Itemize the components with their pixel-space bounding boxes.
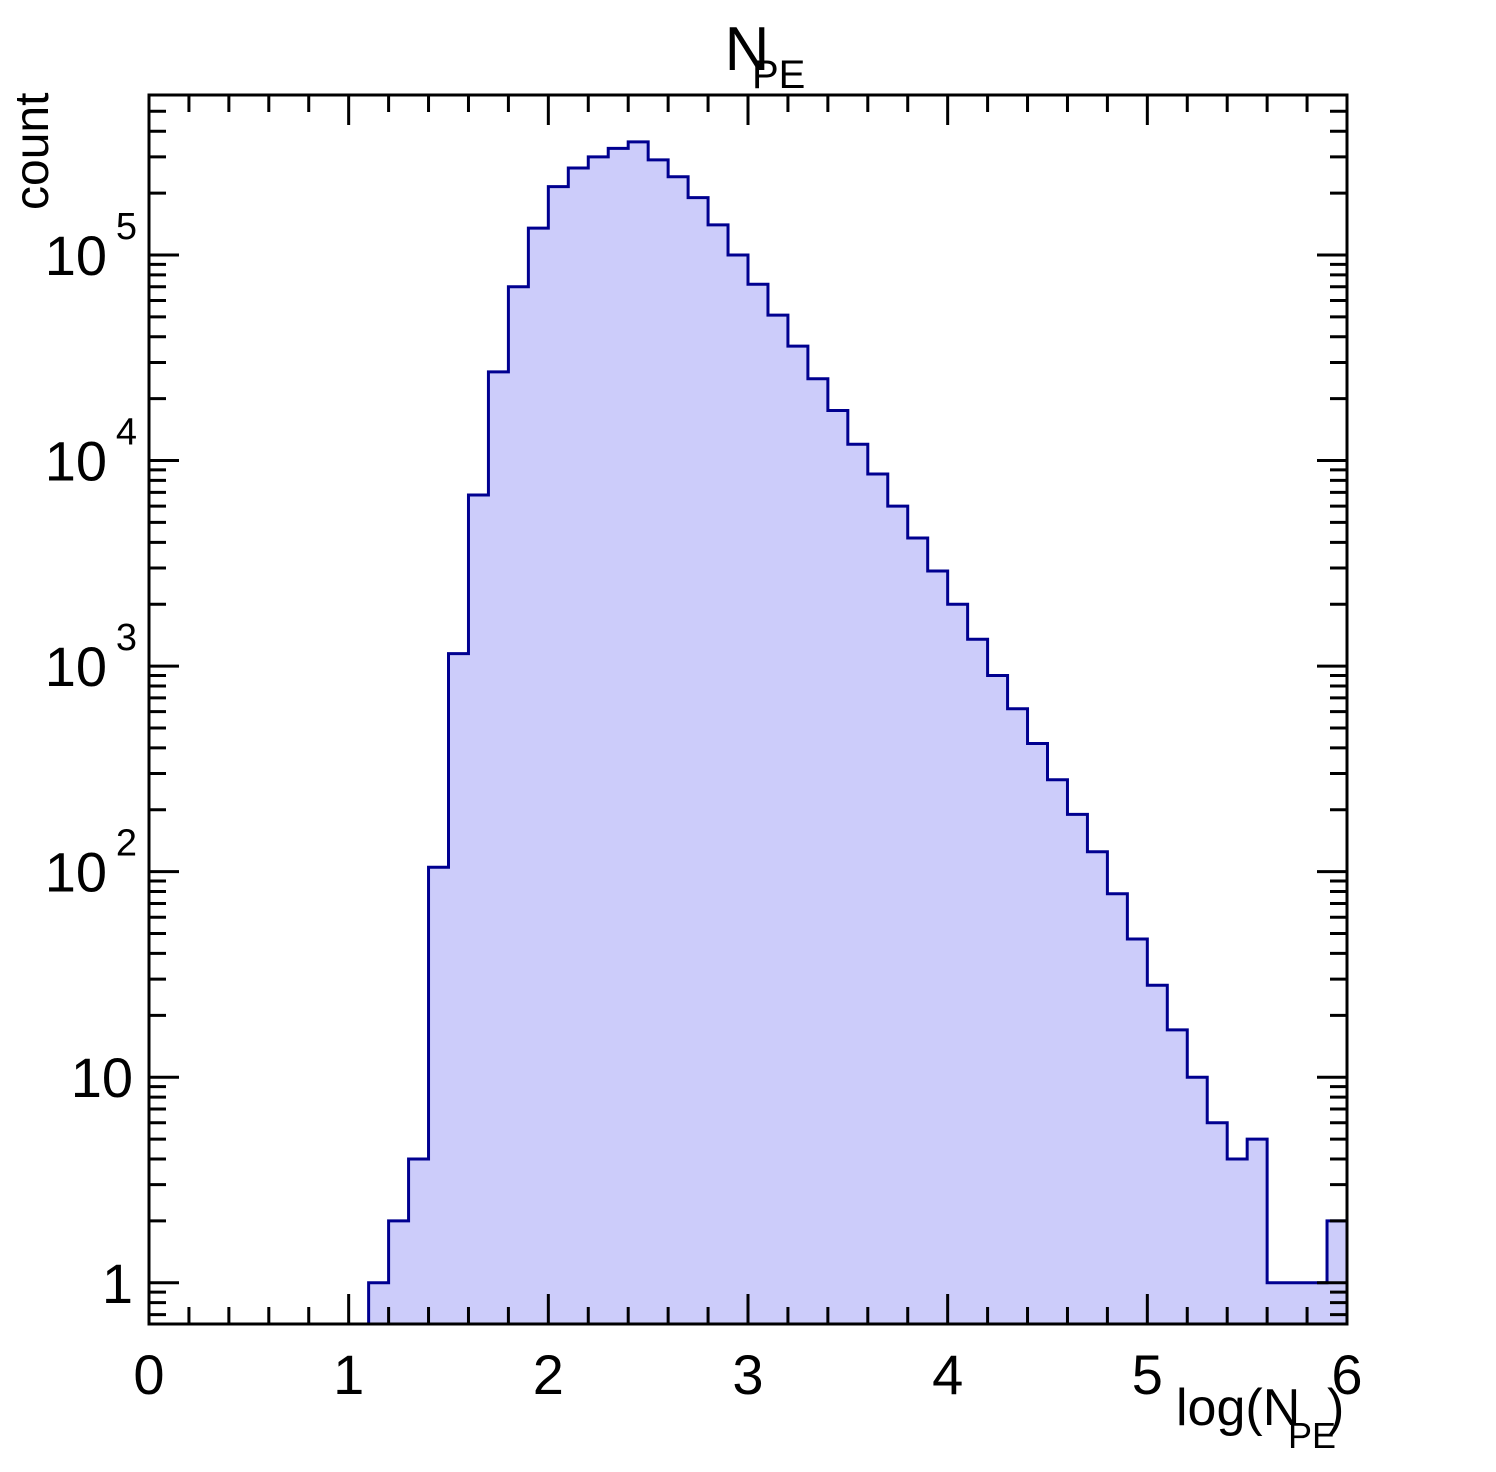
y-axis-tick-label-exponent: 2: [116, 823, 137, 865]
page-title-subscript: PE: [752, 53, 805, 97]
x-axis-label: log(N: [1176, 1379, 1300, 1437]
x-axis-tick-label: 1: [333, 1343, 364, 1406]
x-axis-tick-label: 2: [533, 1343, 564, 1406]
y-axis-tick-label-exponent: 3: [116, 617, 137, 659]
x-axis-label-paren: ): [1327, 1379, 1344, 1437]
x-axis-tick-label: 6: [1331, 1343, 1362, 1406]
x-axis-label-subscript: PE: [1288, 1415, 1336, 1456]
page-title: N: [725, 15, 770, 84]
x-axis-tick-label: 0: [133, 1343, 164, 1406]
x-axis-tick-label: 3: [732, 1343, 763, 1406]
y-axis-tick-label: 10: [45, 841, 107, 904]
plot-frame: [147, 93, 1349, 1326]
y-axis-tick-label: 10: [71, 1046, 133, 1109]
x-axis-tick-label: 5: [1132, 1343, 1163, 1406]
y-axis-tick-label: 1: [102, 1252, 133, 1315]
x-axis-tick-labels: 0 1 2 3 4 5 6: [133, 1343, 1362, 1406]
y-axis-label: count: [6, 93, 59, 210]
histogram-series: [367, 140, 1349, 1326]
y-axis-tick-label-exponent: 4: [116, 412, 137, 454]
y-axis-tick-label: 10: [45, 635, 107, 698]
y-axis-tick-label: 10: [45, 224, 107, 287]
y-axis-tick-label: 10: [45, 430, 107, 493]
y-axis-tick-label-exponent: 5: [116, 206, 137, 248]
x-axis-tick-label: 4: [932, 1343, 963, 1406]
histogram-bars: [367, 140, 1349, 1326]
